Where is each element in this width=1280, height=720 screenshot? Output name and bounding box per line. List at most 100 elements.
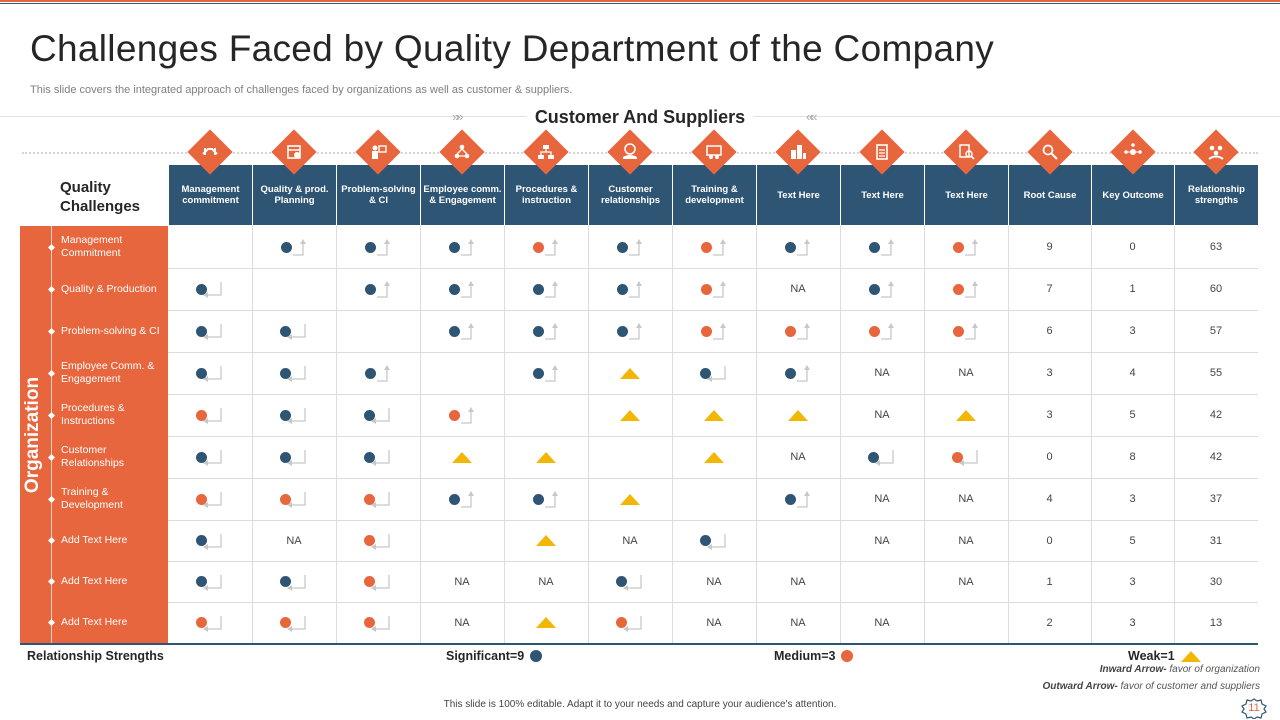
significant-dot-icon: [533, 325, 544, 337]
matrix-cell: [756, 520, 840, 561]
chevron-left-icon: ««: [806, 109, 818, 124]
matrix-cell: [504, 394, 588, 436]
matrix-cell: [336, 602, 420, 643]
medium-dot-icon: [785, 325, 796, 337]
significant-dot-icon: [279, 325, 291, 337]
outward-arrow-icon: [629, 281, 642, 298]
matrix-cell: [252, 226, 336, 268]
inward-arrow-note: Inward Arrow- favor of organization: [1100, 664, 1260, 675]
weak-triangle-icon: [704, 451, 724, 463]
matrix-cell: [588, 226, 672, 268]
significant-dot-icon: [195, 367, 207, 379]
matrix-cell: [672, 352, 756, 394]
outward-arrow-icon: [713, 323, 726, 340]
inward-arrow-icon: [202, 533, 222, 550]
matrix-cell-value: 37: [1209, 493, 1223, 505]
matrix-cell: [840, 436, 924, 478]
outward-arrow-icon: [629, 239, 642, 256]
inward-arrow-icon: [202, 492, 222, 508]
significant-dot-icon: [279, 367, 291, 379]
inward-arrow-icon: [202, 366, 222, 382]
matrix-cell-value: NA: [958, 534, 974, 547]
page-subtitle: This slide covers the integrated approac…: [30, 84, 573, 96]
matrix-cell-value: 55: [1209, 367, 1223, 379]
outward-arrow-icon: [461, 281, 474, 298]
inward-arrow-icon: [370, 533, 390, 550]
matrix-cell: [924, 226, 1008, 268]
column-divider: [504, 226, 505, 644]
significant-dot-icon: [699, 535, 711, 546]
medium-dot-icon: [363, 617, 375, 628]
column-divider: [1174, 226, 1175, 644]
matrix-cell-value: 57: [1209, 325, 1223, 337]
matrix-cell: [252, 394, 336, 436]
matrix-cell: [504, 310, 588, 352]
row-label: Quality & Production: [61, 282, 157, 295]
medium-dot-icon: [363, 535, 375, 546]
row-label: Employee Comm. & Engagement: [61, 360, 155, 385]
matrix-cell-value: NA: [622, 534, 638, 547]
significant-dot-icon: [869, 283, 880, 295]
matrix-cell: [252, 478, 336, 520]
footer-text: This slide is 100% editable. Adapt it to…: [443, 699, 837, 710]
column-divider: [756, 226, 757, 644]
significant-dot-icon: [195, 325, 207, 337]
outward-arrow-icon: [377, 281, 390, 298]
inward-arrow-icon: [202, 450, 222, 466]
matrix-cell-value: 0: [1046, 451, 1053, 463]
significant-dot-icon: [867, 451, 879, 463]
top-accent-line-2: [0, 3, 1280, 4]
inward-arrow-icon: [958, 450, 978, 466]
significant-dot-icon: [279, 576, 291, 587]
matrix-cell: [588, 268, 672, 310]
significant-dot-icon: [279, 451, 291, 463]
table-bottom-border: [20, 643, 1258, 645]
matrix-cell: [252, 352, 336, 394]
matrix-cell: [924, 268, 1008, 310]
significant-dot-icon: [195, 535, 207, 546]
inward-arrow-icon: [370, 574, 390, 591]
team-network-icon: [439, 129, 485, 175]
matrix-cell: [420, 268, 504, 310]
matrix-cell-value: 7: [1046, 283, 1053, 295]
medium-dot-icon: [279, 617, 291, 628]
row-divider: [168, 310, 1258, 311]
inward-arrow-icon: [370, 492, 390, 508]
matrix-cell-value: NA: [874, 493, 890, 505]
matrix-cell-value: NA: [538, 575, 554, 588]
matrix-cell: [168, 268, 252, 310]
matrix-cell: [672, 226, 756, 268]
significant-dot-icon: [363, 409, 375, 421]
outward-arrow-icon: [545, 281, 558, 298]
matrix-cell-value: 63: [1209, 241, 1223, 253]
key-outcome-icon: [1109, 129, 1156, 175]
significant-dot-icon: [365, 241, 376, 253]
column-header-11: Root Cause: [1008, 165, 1091, 225]
significant-dot-icon: [279, 409, 291, 421]
column-header-9: Text Here: [840, 165, 924, 225]
matrix-cell-value: 42: [1209, 451, 1223, 463]
matrix-cell-value: NA: [706, 575, 722, 588]
inward-arrow-icon: [370, 615, 390, 632]
medium-dot-icon: [449, 409, 460, 421]
row-divider: [168, 602, 1258, 603]
matrix-cell-value: 30: [1209, 575, 1223, 588]
column-header-5: Procedures & instruction: [504, 165, 588, 225]
inward-arrow-icon: [202, 324, 222, 340]
matrix-cell-value: NA: [790, 451, 806, 463]
matrix-cell: [672, 394, 756, 436]
outward-arrow-icon: [881, 323, 894, 340]
customer-hand-icon: [607, 129, 653, 175]
matrix-cell-value: NA: [958, 367, 974, 379]
matrix-cell: [588, 561, 672, 602]
matrix-cell-value: NA: [454, 616, 470, 629]
matrix-cell-value: NA: [874, 616, 890, 629]
outward-arrow-text: favor of customer and suppliers: [1117, 681, 1260, 692]
column-header-13: Relationship strengths: [1174, 165, 1258, 225]
significant-dot-icon: [449, 283, 460, 295]
row-label: Add Text Here: [61, 534, 128, 546]
matrix-cell-value: 3: [1046, 409, 1053, 421]
matrix-cell: [420, 436, 504, 478]
column-divider: [252, 226, 253, 644]
column-header-1: Management commitment: [168, 165, 252, 225]
